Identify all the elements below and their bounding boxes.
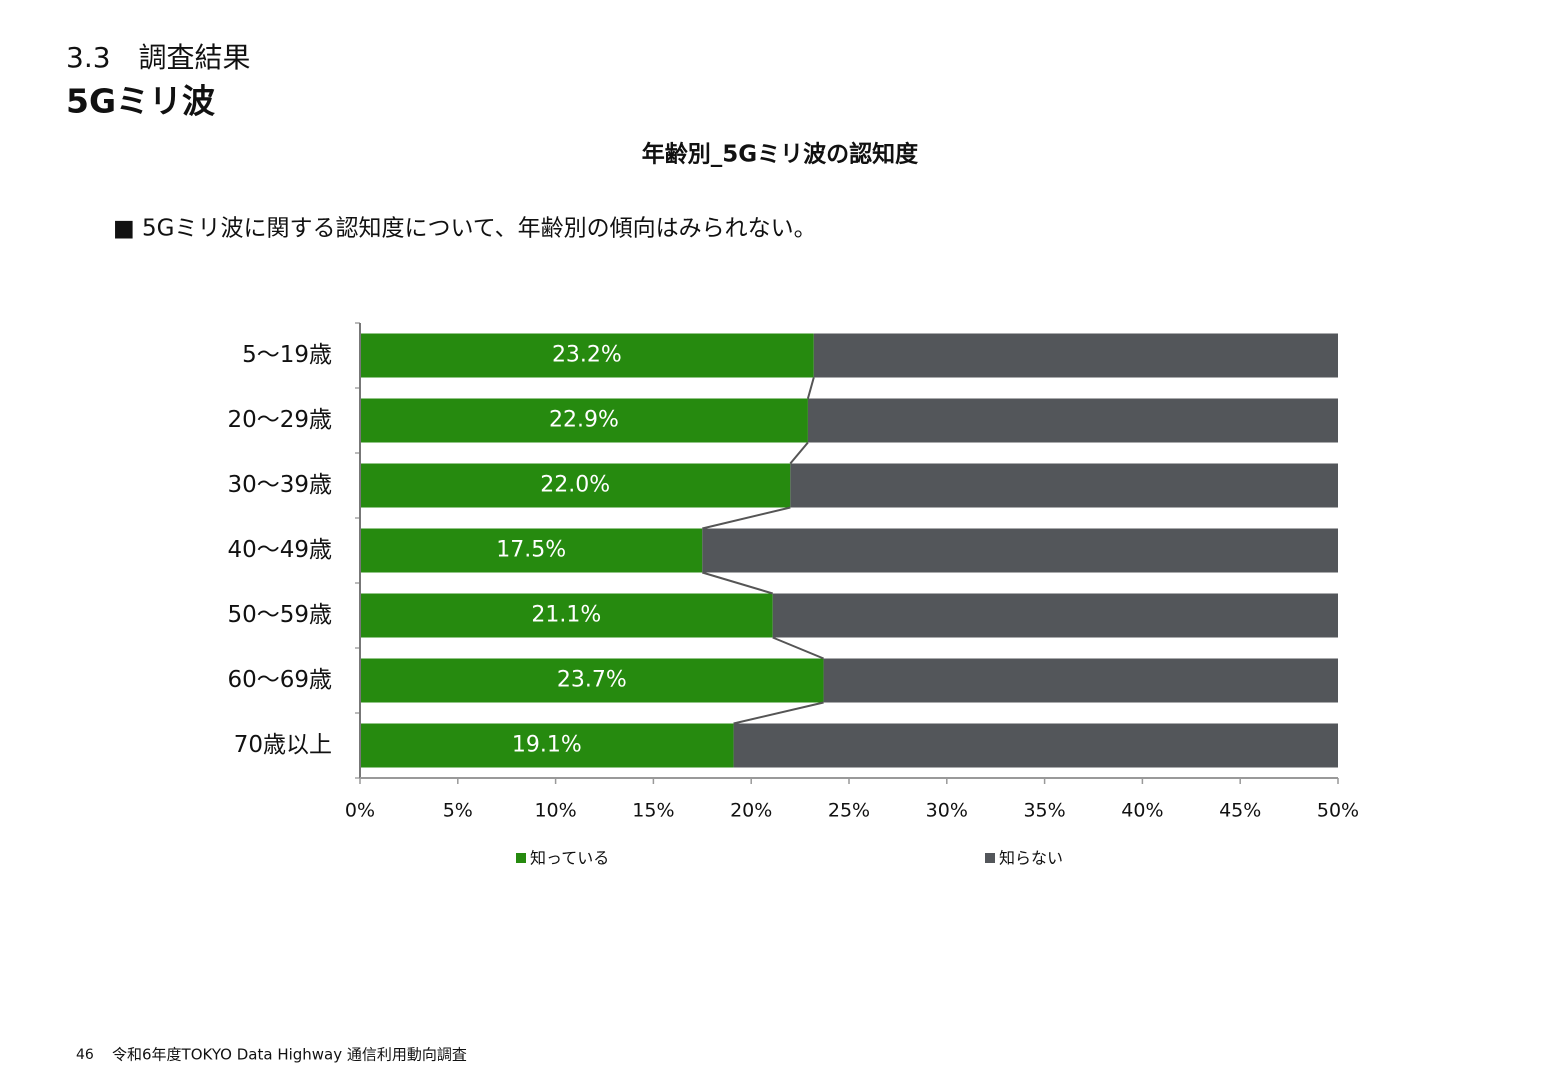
y-tick-label: 40〜49歳 xyxy=(227,537,332,563)
x-tick-label: 20% xyxy=(730,800,772,822)
x-tick-label: 40% xyxy=(1121,800,1163,822)
legend-label: 知っている xyxy=(530,849,609,868)
data-label: 19.1% xyxy=(512,733,582,758)
y-tick-label: 70歳以上 xyxy=(234,732,332,758)
bar-segment xyxy=(360,593,773,638)
x-tick-label: 50% xyxy=(1317,800,1359,822)
y-tick-label: 5〜19歳 xyxy=(242,342,332,368)
data-label: 21.1% xyxy=(531,603,601,628)
series-line xyxy=(733,701,824,725)
bar-segment xyxy=(823,658,1338,703)
series-line xyxy=(772,636,824,660)
page-number: 46 xyxy=(76,1047,94,1063)
x-tick-label: 30% xyxy=(926,800,968,822)
bar-segment xyxy=(360,463,791,508)
section-title: 3.3 調査結果 xyxy=(66,41,251,74)
series-line xyxy=(806,377,815,399)
bullet-text: ■ 5Gミリ波に関する認知度について、年齢別の傾向はみられない。 xyxy=(113,216,817,242)
data-label: 22.0% xyxy=(540,473,610,498)
legend-swatch xyxy=(985,853,995,863)
legend-swatch xyxy=(516,853,526,863)
bar-segment xyxy=(790,463,1338,508)
x-tick-label: 10% xyxy=(534,800,576,822)
bar-segment xyxy=(772,593,1338,638)
legend-label: 知らない xyxy=(999,849,1063,868)
x-tick-label: 45% xyxy=(1219,800,1261,822)
data-label: 23.7% xyxy=(557,668,627,693)
series-line xyxy=(702,571,774,595)
bar-segment xyxy=(360,723,734,768)
x-tick-label: 25% xyxy=(828,800,870,822)
y-tick-label: 60〜69歳 xyxy=(227,667,332,693)
data-label: 17.5% xyxy=(496,538,566,563)
bar-segment xyxy=(360,528,703,573)
bar-segment xyxy=(360,333,814,378)
footer: 令和6年度TOKYO Data Highway 通信利用動向調査 xyxy=(112,1046,467,1064)
bar-segment xyxy=(807,398,1338,443)
series-line xyxy=(789,441,809,465)
bar-segment xyxy=(702,528,1338,573)
x-tick-label: 5% xyxy=(443,800,473,822)
data-label: 22.9% xyxy=(549,408,619,433)
y-tick-label: 30〜39歳 xyxy=(227,472,332,498)
data-label: 23.2% xyxy=(552,343,622,368)
bar-segment xyxy=(360,658,824,703)
x-tick-label: 35% xyxy=(1023,800,1065,822)
bar-segment xyxy=(813,333,1338,378)
bar-segment xyxy=(360,398,808,443)
x-tick-label: 15% xyxy=(632,800,674,822)
bar-segment xyxy=(733,723,1338,768)
y-tick-label: 50〜59歳 xyxy=(227,602,332,628)
x-tick-label: 0% xyxy=(345,800,375,822)
heading: 5Gミリ波 xyxy=(66,82,215,121)
plot-area xyxy=(360,333,1338,768)
series-line xyxy=(702,506,791,530)
chart-title: 年齢別_5Gミリ波の認知度 xyxy=(642,141,919,168)
y-tick-label: 20〜29歳 xyxy=(227,407,332,433)
